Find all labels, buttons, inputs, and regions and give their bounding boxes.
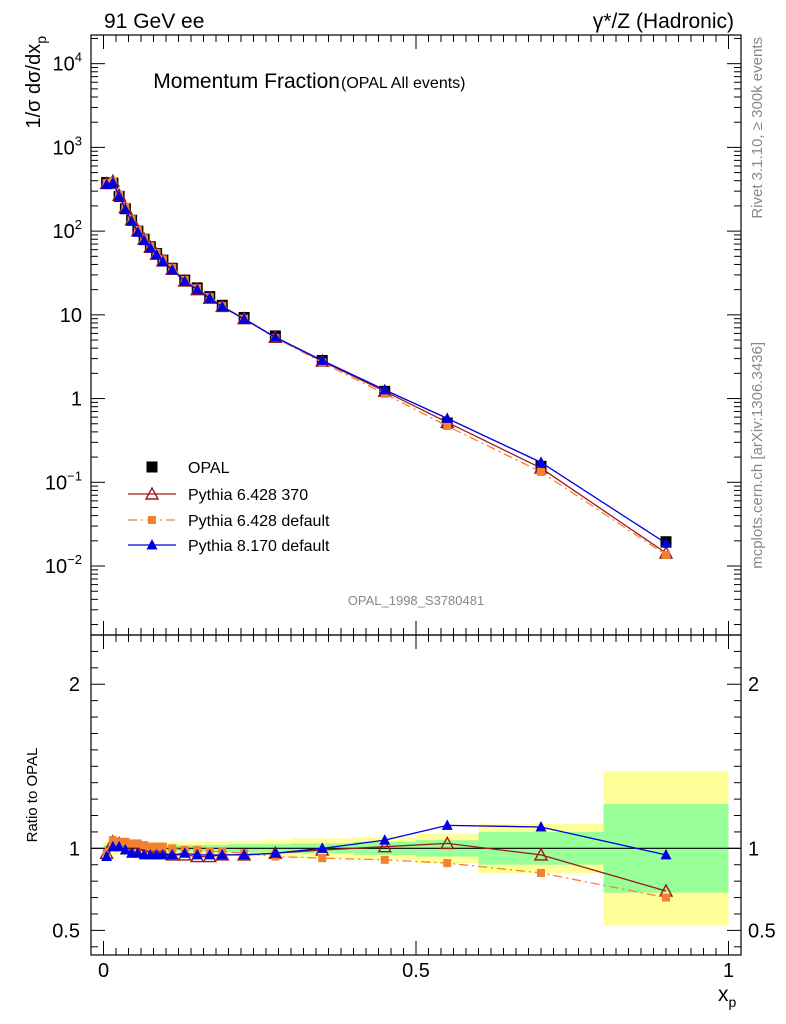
pythia6-default-ratio-point xyxy=(146,842,155,851)
pythia8-default-point xyxy=(204,292,216,303)
pythia8-default-ratio-point xyxy=(101,850,113,862)
y-tick-label: 10−2 xyxy=(45,552,82,578)
pythia8-default-point xyxy=(166,263,178,275)
pythia6-default-ratio-point xyxy=(662,893,670,902)
pythia6-370-ratio-point xyxy=(533,847,549,861)
pythia6-default-point xyxy=(537,467,545,476)
x-tick-label: 0 xyxy=(98,960,109,982)
pythia8-default-point xyxy=(179,275,191,286)
pythia8-default-line xyxy=(106,181,667,544)
analysis-watermark: OPAL_1998_S3780481 xyxy=(348,593,484,608)
pythia8-default-ratio-point xyxy=(191,848,203,860)
legend-label-pythia6-default: Pythia 6.428 default xyxy=(188,513,330,530)
pythia8-default-point xyxy=(113,190,125,201)
ratio-y-tick-label-right: 1 xyxy=(748,838,759,860)
pythia8-default-point xyxy=(132,226,144,237)
pythia6-default-ratio-line xyxy=(106,839,667,899)
ratio-y-tick-label: 1 xyxy=(69,838,80,860)
pythia6-default-ratio-point xyxy=(133,839,142,848)
legend: OPAL Pythia 6.428 370 Pythia 6.428 default… xyxy=(128,460,330,555)
x-axis-label: xp xyxy=(718,983,737,1010)
pythia8-default-ratio-point xyxy=(441,819,453,830)
x-tick-label: 0.5 xyxy=(402,960,430,982)
chart-subtitle: (OPAL All events) xyxy=(341,75,466,92)
pythia8-default-point xyxy=(216,300,228,312)
pythia8-default-point xyxy=(316,354,328,365)
pythia8-default-point xyxy=(126,215,138,226)
pythia6-default-point xyxy=(443,422,452,431)
pythia8-default-ratio-point xyxy=(179,847,191,858)
pythia6-default-ratio-point xyxy=(140,841,149,850)
pythia8-default-ratio-point xyxy=(216,848,228,860)
legend-marker-pythia6-default xyxy=(148,516,156,524)
legend-label-pythia8-default: Pythia 8.170 default xyxy=(188,538,330,555)
y-tick-label: 102 xyxy=(53,217,82,243)
process-label: γ*/Z (Hadronic) xyxy=(593,10,734,33)
pythia8-default-point xyxy=(238,313,250,324)
pythia6-default-ratio-point xyxy=(158,842,167,851)
legend-label-pythia6-370: Pythia 6.428 370 xyxy=(188,487,308,504)
pythia8-default-ratio-point xyxy=(157,848,169,860)
pythia8-default-ratio-point xyxy=(132,847,144,858)
ratio-y-tick-label: 2 xyxy=(69,674,80,696)
pythia6-default-ratio-point xyxy=(537,868,545,877)
pythia8-default-point xyxy=(379,383,391,395)
ratio-y-tick-label: 0.5 xyxy=(52,920,80,942)
pythia6-default-ratio-point xyxy=(318,854,327,863)
legend-marker-pythia8-default xyxy=(146,539,158,550)
ratio-plot-area: 0.5 0.51 12 20 0.5 1xp xyxy=(52,634,776,1010)
pythia6-default-ratio-point xyxy=(152,842,161,851)
pythia8-default-point xyxy=(441,412,453,423)
x-tick-label: 1 xyxy=(723,960,734,982)
main-plot-area xyxy=(99,173,674,559)
pythia8-default-point xyxy=(269,331,281,342)
legend-marker-pythia6-370 xyxy=(144,486,160,500)
pythia8-default-point xyxy=(191,283,203,295)
y-tick-label: 103 xyxy=(53,133,82,159)
ratio-y-axis-label: Ratio to OPAL xyxy=(24,748,41,843)
mcplots-label: mcplots.cern.ch [arXiv:1306.3436] xyxy=(749,342,766,569)
pythia6-default-point xyxy=(662,550,670,559)
pythia8-default-point xyxy=(151,248,163,260)
pythia8-default-point xyxy=(119,203,131,214)
pythia8-default-point xyxy=(535,456,547,467)
y-tick-label: 10−1 xyxy=(45,468,82,494)
pythia8-default-point xyxy=(144,241,156,253)
pythia8-default-point xyxy=(660,537,672,548)
pythia8-default-ratio-point xyxy=(238,848,250,860)
pythia8-default-ratio-point xyxy=(204,848,216,860)
pythia8-default-ratio-point xyxy=(113,840,125,852)
rivet-version-label: Rivet 3.1.10, ≥ 300k events xyxy=(749,37,766,219)
pythia6-default-ratio-point xyxy=(121,837,130,846)
pythia6-default-ratio-point xyxy=(127,839,136,848)
legend-label-opal: OPAL xyxy=(188,460,230,477)
main-y-axis-label: 1/σ dσ/dxp xyxy=(23,36,49,129)
pythia8-default-point xyxy=(107,176,119,188)
pythia8-default-ratio-point xyxy=(535,821,547,832)
y-tick-label: 104 xyxy=(53,50,82,76)
pythia8-default-ratio-point xyxy=(316,842,328,853)
pythia8-default-ratio-point xyxy=(660,848,672,860)
chart-title: Momentum Fraction xyxy=(153,70,340,93)
pythia8-default-ratio-point xyxy=(119,843,131,855)
pythia8-default-ratio-point xyxy=(166,848,178,860)
pythia8-default-ratio-point xyxy=(269,847,281,858)
pythia6-default-ratio-point xyxy=(168,844,177,853)
ratio-y-tick-label-right: 0.5 xyxy=(748,920,776,942)
y-tick-label: 10 xyxy=(60,305,82,327)
pythia6-370-ratio-point xyxy=(377,839,392,853)
pythia6-370-ratio-point xyxy=(440,835,455,850)
pythia8-default-ratio-point xyxy=(379,834,391,845)
pythia8-default-point xyxy=(138,234,150,246)
pythia6-default-ratio-point xyxy=(108,836,117,845)
pythia8-default-point xyxy=(157,255,169,267)
ratio-y-tick-label-right: 2 xyxy=(748,674,759,696)
legend-marker-opal xyxy=(146,461,158,473)
y-tick-label: 1 xyxy=(71,389,82,411)
pythia6-default-ratio-point xyxy=(443,859,452,868)
pythia6-default-ratio-point xyxy=(380,855,389,864)
energy-label: 91 GeV ee xyxy=(104,10,204,33)
